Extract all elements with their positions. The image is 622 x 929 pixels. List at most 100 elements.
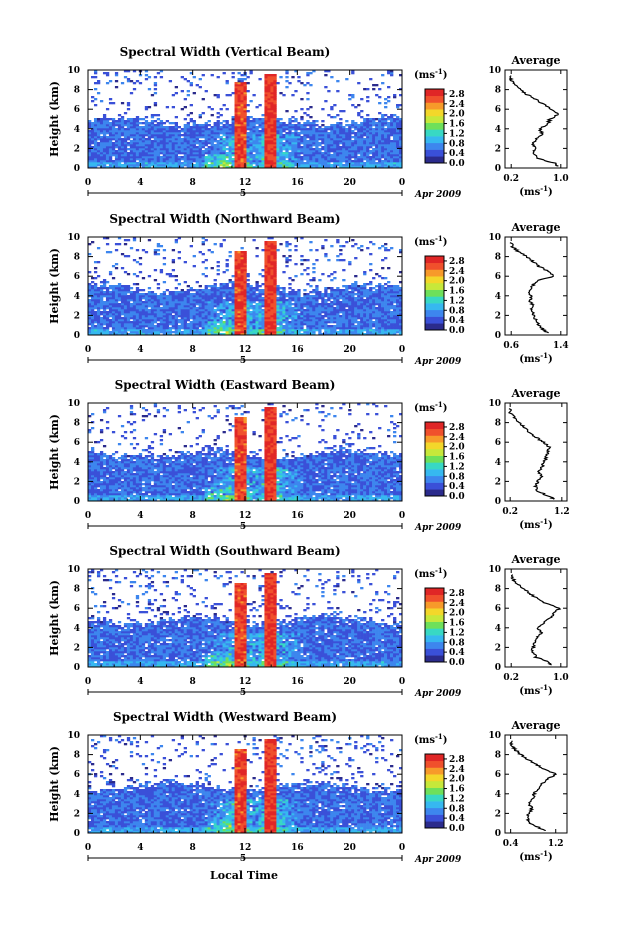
heatmap-cell bbox=[264, 120, 268, 123]
heatmap-cell bbox=[264, 104, 268, 107]
heatmap-cell bbox=[123, 76, 128, 79]
heatmap-cell bbox=[246, 309, 250, 312]
heatmap-cell bbox=[270, 249, 274, 252]
heatmap-cell bbox=[156, 311, 161, 314]
heatmap-cell bbox=[285, 261, 289, 264]
heatmap-cell bbox=[162, 297, 167, 300]
heatmap-cell bbox=[228, 291, 232, 294]
heatmap-cell bbox=[381, 82, 385, 85]
heatmap-cell bbox=[138, 150, 143, 153]
heatmap-cell bbox=[324, 146, 328, 149]
heatmap-cell bbox=[351, 166, 355, 169]
heatmap-cell bbox=[186, 136, 190, 139]
heatmap-cell bbox=[279, 293, 283, 296]
heatmap-cell bbox=[285, 138, 289, 141]
heatmap-cell bbox=[249, 124, 253, 127]
heatmap-cell bbox=[201, 144, 205, 147]
heatmap-cell bbox=[375, 148, 379, 151]
heatmap-cell bbox=[252, 130, 256, 133]
heatmap-cell bbox=[243, 82, 247, 85]
heatmap-cell bbox=[162, 327, 167, 330]
heatmap-cell bbox=[282, 148, 286, 151]
heatmap-cell bbox=[153, 333, 158, 336]
heatmap-cell bbox=[240, 269, 244, 272]
heatmap-cell bbox=[117, 287, 122, 290]
heatmap-cell bbox=[228, 309, 232, 312]
heatmap-cell bbox=[111, 329, 116, 332]
heatmap-cell bbox=[291, 331, 295, 334]
heatmap-cell bbox=[333, 150, 337, 153]
heatmap-cell bbox=[237, 321, 241, 324]
heatmap-cell bbox=[189, 136, 193, 139]
heatmap-cell bbox=[294, 323, 298, 326]
heatmap-cell bbox=[195, 130, 199, 133]
heatmap-cell bbox=[396, 106, 400, 109]
heatmap-cell bbox=[222, 301, 226, 304]
heatmap-cell bbox=[297, 307, 301, 310]
heatmap-cell bbox=[174, 323, 179, 326]
heatmap-cell bbox=[393, 154, 397, 157]
heatmap-cell bbox=[111, 309, 116, 312]
heatmap-cell bbox=[378, 150, 382, 153]
heatmap-cell bbox=[168, 315, 173, 318]
heatmap-cell bbox=[219, 156, 223, 159]
heatmap-cell bbox=[273, 146, 277, 149]
heatmap-cell bbox=[219, 299, 223, 302]
heatmap-cell bbox=[96, 158, 101, 161]
heatmap-cell bbox=[357, 114, 361, 117]
heatmap-cell bbox=[234, 118, 238, 121]
heatmap-cell bbox=[210, 309, 214, 312]
heatmap-cell bbox=[171, 146, 176, 149]
heatmap-cell bbox=[93, 118, 98, 121]
heatmap-cell bbox=[231, 76, 235, 79]
heatmap-cell bbox=[291, 116, 295, 119]
heatmap-cell bbox=[138, 74, 143, 77]
heatmap-cell bbox=[219, 319, 223, 322]
heatmap-cell bbox=[267, 158, 271, 161]
heatmap-cell bbox=[381, 150, 385, 153]
heatmap-cell bbox=[318, 138, 322, 141]
heatmap-cell bbox=[243, 158, 247, 161]
heatmap-cell bbox=[267, 253, 271, 256]
heatmap-cell bbox=[96, 291, 101, 294]
heatmap-cell bbox=[288, 317, 292, 320]
heatmap-cell bbox=[390, 132, 394, 135]
heatmap-cell bbox=[300, 303, 304, 306]
heatmap-cell bbox=[108, 295, 113, 298]
heatmap-cell bbox=[237, 116, 241, 119]
heatmap-cell bbox=[243, 301, 247, 304]
heatmap-cell bbox=[312, 150, 316, 153]
heatmap-cell bbox=[204, 128, 208, 131]
heatmap-cell bbox=[348, 136, 352, 139]
heatmap-cell bbox=[195, 325, 199, 328]
heatmap-cell bbox=[96, 299, 101, 302]
heatmap-cell bbox=[381, 122, 385, 125]
heatmap-cell bbox=[297, 293, 301, 296]
heatmap-cell bbox=[237, 319, 241, 322]
heatmap-cell bbox=[108, 142, 113, 145]
heatmap-cell bbox=[201, 319, 205, 322]
heatmap-cell bbox=[96, 325, 101, 328]
heatmap-cell bbox=[174, 160, 179, 163]
heatmap-cell bbox=[183, 148, 187, 151]
heatmap-cell bbox=[273, 291, 277, 294]
heatmap-cell bbox=[192, 132, 196, 135]
heatmap-cell bbox=[210, 144, 214, 147]
heatmap-cell bbox=[201, 289, 205, 292]
heatmap-cell bbox=[144, 138, 149, 141]
heatmap-cell bbox=[111, 323, 116, 326]
heatmap-cell bbox=[282, 331, 286, 334]
heatmap-cell bbox=[165, 331, 170, 334]
heatmap-cell bbox=[108, 130, 113, 133]
heatmap-cell bbox=[114, 154, 119, 157]
heatmap-cell bbox=[141, 128, 146, 131]
heatmap-cell bbox=[330, 148, 334, 151]
heatmap-cell bbox=[240, 112, 244, 115]
y-tick-label: 8 bbox=[74, 86, 80, 96]
heatmap-cell bbox=[291, 146, 295, 149]
heatmap-cell bbox=[315, 148, 319, 151]
heatmap-cell bbox=[273, 118, 277, 121]
heatmap-cell bbox=[132, 309, 137, 312]
heatmap-cell bbox=[369, 150, 373, 153]
heatmap-cell bbox=[168, 309, 173, 312]
